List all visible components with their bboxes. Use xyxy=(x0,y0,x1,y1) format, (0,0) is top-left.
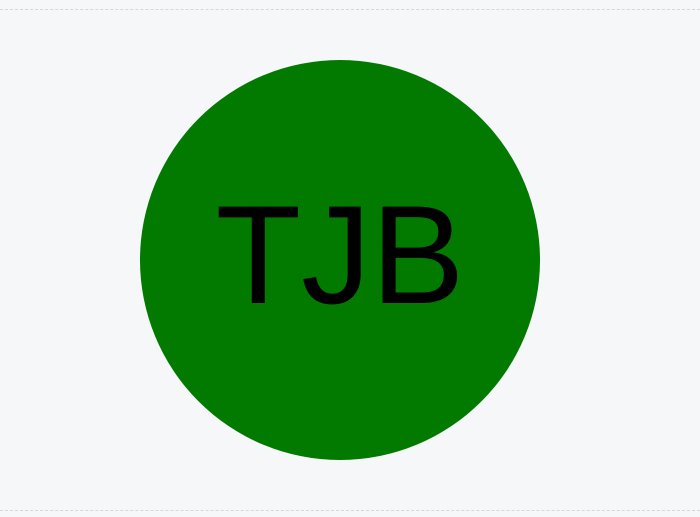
avatar-initials: TJB xyxy=(215,176,465,333)
bottom-divider xyxy=(0,510,700,511)
avatar: TJB xyxy=(140,60,540,460)
top-divider xyxy=(0,9,700,10)
